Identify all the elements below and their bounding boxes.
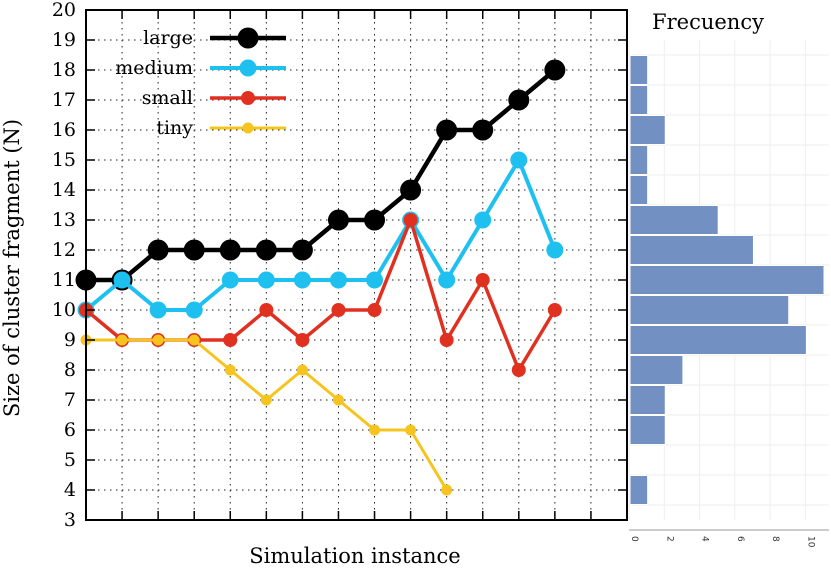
hist-x-tick-label: 6 <box>735 536 745 542</box>
hist-bar <box>629 355 684 385</box>
hist-bar <box>629 175 649 205</box>
hist-bar <box>629 235 754 265</box>
data-point-tiny <box>441 484 453 496</box>
data-point-medium <box>257 271 275 289</box>
hist-bar <box>629 115 666 145</box>
data-point-large <box>436 119 458 141</box>
hist-bar <box>629 265 825 295</box>
data-point-small <box>331 303 346 317</box>
frequency-histogram: 0 2 4 6 8 10 <box>628 40 829 548</box>
data-point-small <box>259 303 274 317</box>
hist-bar <box>629 85 649 115</box>
data-point-medium <box>221 271 239 289</box>
legend-label-tiny: tiny <box>156 117 193 139</box>
y-axis-label: Size of cluster fragment (N) <box>0 119 24 417</box>
data-point-small <box>439 333 454 347</box>
y-tick-label: 17 <box>52 89 76 111</box>
hist-x-tick-label: 10 <box>805 536 815 548</box>
data-point-tiny <box>332 394 344 406</box>
data-point-tiny <box>116 334 128 346</box>
y-tick-label: 3 <box>64 509 76 531</box>
data-point-medium <box>510 151 528 169</box>
plot-frame <box>85 9 628 521</box>
legend-label-large: large <box>143 27 193 49</box>
data-point-tiny <box>296 364 308 376</box>
data-point-tiny <box>152 334 164 346</box>
data-point-large <box>147 239 169 261</box>
hist-x-tick-label: 4 <box>700 536 710 542</box>
legend-marker-large <box>237 27 259 49</box>
series-layer <box>75 59 566 496</box>
data-point-small <box>223 333 238 347</box>
data-point-large <box>255 239 277 261</box>
data-point-small <box>367 303 382 317</box>
data-point-tiny <box>260 394 272 406</box>
data-point-medium <box>329 271 347 289</box>
y-tick-label: 8 <box>64 359 76 381</box>
y-tick-label: 14 <box>52 179 76 201</box>
y-tick-label: 16 <box>52 119 76 141</box>
data-point-medium <box>113 271 131 289</box>
y-tick-label: 11 <box>52 269 76 291</box>
data-point-small <box>511 363 526 377</box>
data-point-medium <box>293 271 311 289</box>
data-point-tiny <box>224 364 236 376</box>
data-point-large <box>508 89 530 111</box>
y-tick-label: 4 <box>64 479 76 501</box>
data-point-medium <box>185 301 203 319</box>
hist-x-tick-label: 8 <box>770 536 780 542</box>
hist-bar <box>629 145 649 175</box>
x-axis-label: Simulation instance <box>249 544 460 568</box>
data-point-small <box>403 213 418 227</box>
data-point-large <box>291 239 313 261</box>
y-tick-label: 6 <box>64 419 76 441</box>
data-point-medium <box>366 271 384 289</box>
y-tick-label: 7 <box>64 389 76 411</box>
hist-bar <box>629 475 649 505</box>
data-point-large <box>327 209 349 231</box>
data-point-small <box>547 303 562 317</box>
y-tick-label: 9 <box>64 329 76 351</box>
hist-bar <box>629 295 790 325</box>
legend-marker-small <box>241 91 255 105</box>
hist-bar <box>629 205 719 235</box>
legend-marker-medium <box>239 59 257 77</box>
legend-label-small: small <box>142 87 193 109</box>
data-point-medium <box>546 241 564 259</box>
histogram-title: Frecuency <box>652 10 764 34</box>
y-tick-label: 13 <box>52 209 76 231</box>
legend: large medium small tiny <box>115 27 286 139</box>
y-tick-label: 5 <box>64 449 76 471</box>
hist-x-tick-label: 2 <box>664 536 674 542</box>
y-tick-label: 12 <box>52 239 76 261</box>
data-point-large <box>544 59 566 81</box>
legend-marker-tiny <box>242 122 254 134</box>
y-tick-label: 19 <box>52 29 76 51</box>
hist-bar <box>629 415 666 445</box>
data-point-large <box>364 209 386 231</box>
data-point-medium <box>149 301 167 319</box>
data-point-large <box>400 179 422 201</box>
axis-ticks: 3 4 5 6 7 8 9 10 11 12 13 14 15 16 17 18 19 20 <box>52 0 627 531</box>
y-tick-label: 20 <box>52 0 76 21</box>
data-point-tiny <box>369 424 381 436</box>
y-tick-label: 18 <box>52 59 76 81</box>
data-point-tiny <box>405 424 417 436</box>
legend-label-medium: medium <box>115 57 193 79</box>
data-point-tiny <box>188 334 200 346</box>
hist-x-tick-label: 0 <box>629 536 639 542</box>
data-point-large <box>219 239 241 261</box>
data-point-medium <box>474 211 492 229</box>
y-tick-label: 10 <box>52 299 76 321</box>
data-point-large <box>472 119 494 141</box>
hist-bar <box>629 385 666 415</box>
hist-bar <box>629 55 649 85</box>
data-point-small <box>475 273 490 287</box>
data-point-medium <box>438 271 456 289</box>
y-tick-label: 15 <box>52 149 76 171</box>
hist-bar <box>629 325 807 355</box>
data-point-small <box>295 333 310 347</box>
data-point-large <box>183 239 205 261</box>
